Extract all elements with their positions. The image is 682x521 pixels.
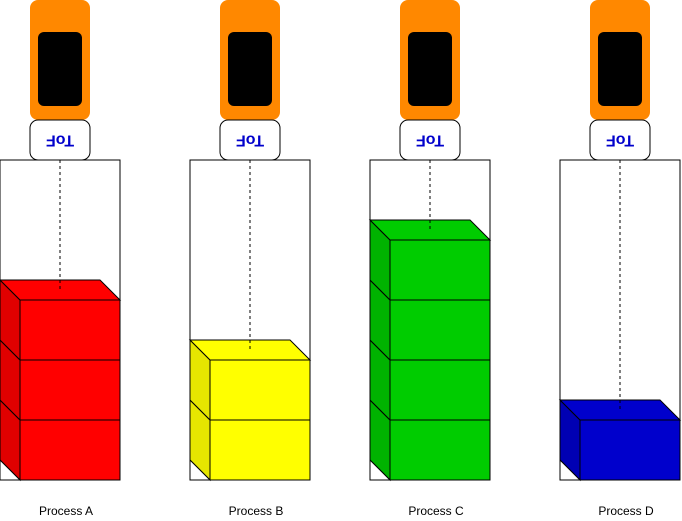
box-front-face (389, 419, 491, 481)
stacked-box (369, 218, 491, 302)
stacked-box (0, 279, 121, 362)
box-front-face (389, 299, 491, 361)
box-front-face (19, 299, 121, 361)
box-front-face (209, 359, 311, 421)
stacked-box (0, 399, 121, 482)
process-d-column: ToF Process D (558, 0, 682, 518)
stacked-box (559, 398, 681, 482)
bin-floor-corner (369, 458, 392, 481)
box-top-face (368, 219, 492, 241)
bin-floor-corner (0, 459, 22, 481)
process-label: Process A (39, 504, 93, 518)
process-b-column: ToF Process B (188, 0, 312, 518)
box-top-face (0, 279, 122, 301)
box-front-face (19, 419, 121, 481)
sensor-lens (228, 32, 272, 106)
sensor-lens (38, 32, 82, 106)
stacked-box (0, 339, 121, 422)
box-top-face (558, 399, 682, 421)
process-label: Process C (408, 504, 464, 518)
process-c-column: ToF Process C (368, 0, 492, 518)
bin-floor-corner (189, 458, 212, 481)
box-front-face (389, 239, 491, 301)
sensor-lens (408, 32, 452, 106)
stacked-box (189, 338, 311, 422)
stacked-box (369, 338, 491, 422)
box-front-face (19, 359, 121, 421)
box-front-face (389, 359, 491, 421)
stacked-box (369, 398, 491, 482)
box-front-face (579, 419, 681, 481)
tof-sensor-label: ToF (46, 132, 74, 149)
box-top-face (188, 339, 312, 361)
tof-sensor-label: ToF (236, 132, 264, 149)
tof-sensor-label: ToF (416, 132, 444, 149)
box-front-face (209, 419, 311, 481)
process-label: Process D (598, 504, 654, 518)
process-label: Process B (229, 504, 284, 518)
sensor-lens (598, 32, 642, 106)
bin-floor-corner (559, 458, 582, 481)
tof-sensor-label: ToF (606, 132, 634, 149)
process-a-column: ToF Process A (0, 0, 122, 518)
